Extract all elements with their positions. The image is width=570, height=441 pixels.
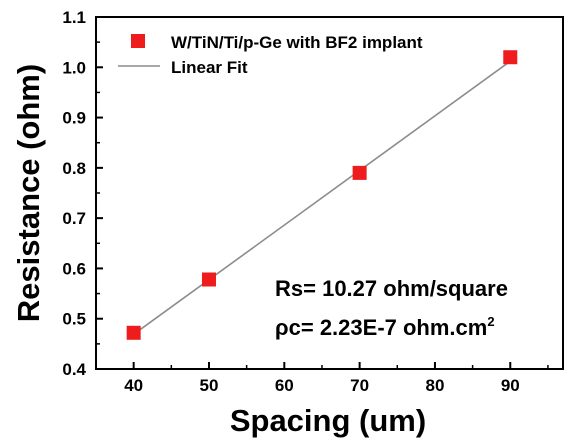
contact-resistivity-annotation: ρc= 2.23E-7 ohm.cm2 <box>275 314 495 340</box>
y-tick-label: 0.8 <box>62 159 86 178</box>
y-tick-label: 0.9 <box>62 109 86 128</box>
y-tick-label: 0.6 <box>62 259 86 278</box>
x-tick-label: 80 <box>425 376 444 395</box>
x-axis-title: Spacing (um) <box>230 403 426 438</box>
y-tick-label: 0.4 <box>62 360 86 379</box>
linear-fit-line <box>133 60 511 335</box>
rho-value: c= 2.23E-7 ohm.cm <box>289 315 488 340</box>
legend-fit-label: Linear Fit <box>171 58 248 77</box>
y-axis-title: Resistance (ohm) <box>11 64 46 322</box>
rho-symbol: ρ <box>275 315 289 340</box>
x-tick-label: 70 <box>350 376 369 395</box>
data-point <box>352 165 367 180</box>
data-point <box>503 50 518 65</box>
axis-ticks <box>96 16 549 370</box>
data-point <box>201 272 216 287</box>
x-tick-label: 90 <box>501 376 520 395</box>
x-tick-label: 60 <box>275 376 294 395</box>
sheet-resistance-annotation: Rs= 10.27 ohm/square <box>275 276 508 301</box>
data-point <box>126 325 141 340</box>
rho-exponent: 2 <box>487 314 494 329</box>
axis-tick-labels: 40 50 60 70 80 90 0.4 0.5 0.6 0.7 0.8 0.9 1.0 1.1 <box>62 8 519 395</box>
x-tick-label: 40 <box>124 376 143 395</box>
y-tick-label: 1.1 <box>62 8 86 27</box>
legend: W/TiN/Ti/p-Ge with BF2 implant Linear Fi… <box>118 33 423 77</box>
y-tick-label: 1.0 <box>62 58 86 77</box>
x-tick-label: 50 <box>200 376 219 395</box>
y-tick-label: 0.5 <box>62 310 86 329</box>
y-tick-label: 0.7 <box>62 209 86 228</box>
legend-marker-square <box>131 34 145 48</box>
data-points <box>126 50 518 340</box>
legend-series-label: W/TiN/Ti/p-Ge with BF2 implant <box>171 33 423 52</box>
